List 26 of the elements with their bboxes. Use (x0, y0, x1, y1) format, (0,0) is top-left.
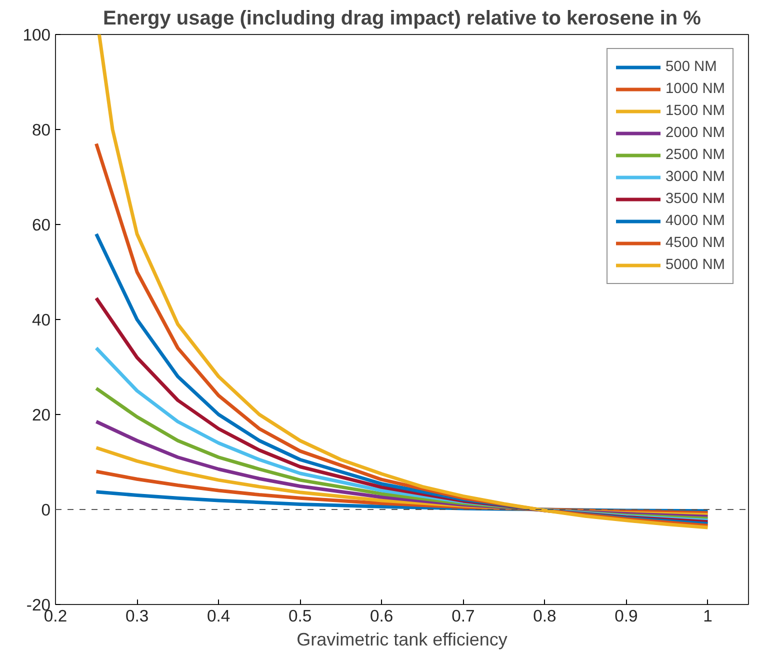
legend-label: 1000 NM (666, 81, 725, 97)
x-tick-label: 0.6 (370, 606, 394, 626)
y-tick-label: 60 (32, 216, 51, 234)
chart-title: Energy usage (including drag impact) relative to kerosene in % (103, 8, 702, 30)
y-tick-label: 100 (22, 26, 51, 44)
legend-label: 4500 NM (666, 235, 725, 251)
x-tick-label: 0.3 (125, 606, 149, 626)
y-tick-label: 80 (32, 120, 51, 140)
x-tick-label: 0.9 (614, 606, 638, 626)
legend-label: 2500 NM (666, 147, 725, 163)
legend-label: 2000 NM (666, 125, 725, 141)
y-tick-label: 0 (41, 500, 50, 520)
legend-label: 500 NM (666, 59, 717, 75)
x-axis-title: Gravimetric tank efficiency (296, 630, 508, 650)
y-tick-label: 20 (32, 406, 51, 424)
legend-label: 4000 NM (666, 213, 725, 229)
x-tick-label: 0.8 (533, 606, 556, 626)
x-tick-label: 1 (703, 606, 712, 626)
legend-label: 5000 NM (666, 257, 725, 273)
legend-label: 3500 NM (666, 191, 725, 207)
y-tick-label: 40 (32, 310, 51, 330)
legend-label: 1500 NM (666, 103, 725, 119)
legend-label: 3000 NM (666, 169, 725, 185)
x-tick-label: 0.7 (452, 606, 475, 626)
x-tick-label: 0.5 (288, 606, 312, 626)
x-tick-label: 0.4 (206, 606, 230, 626)
